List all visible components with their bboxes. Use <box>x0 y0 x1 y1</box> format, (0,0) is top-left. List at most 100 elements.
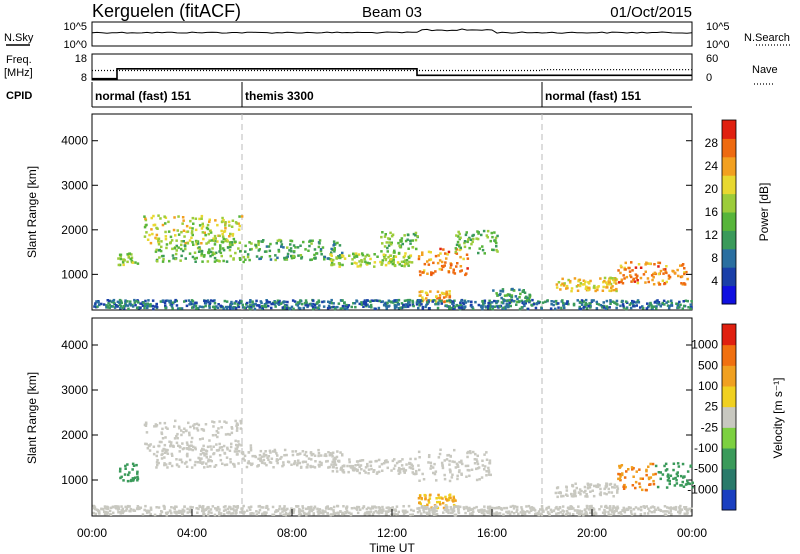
power-cell <box>207 241 210 244</box>
velocity-cell <box>511 504 515 508</box>
velocity-cell <box>557 508 560 511</box>
velocity-cell <box>259 449 263 453</box>
power-cell <box>249 299 252 302</box>
power-cell <box>257 304 260 307</box>
velocity-cell <box>454 505 458 508</box>
power-cell <box>470 305 474 309</box>
velocity-cell <box>223 463 227 467</box>
power-cell <box>620 278 624 281</box>
velocity-cell <box>332 465 335 469</box>
power-cell <box>557 281 561 284</box>
power-cell <box>352 302 355 305</box>
power-cell <box>602 285 605 289</box>
velocity-cell <box>443 473 446 477</box>
velocity-cell <box>649 483 652 486</box>
power-cell <box>155 248 158 252</box>
velocity-cell <box>667 476 671 480</box>
velocity-cell <box>442 506 446 510</box>
velocity-cell <box>470 468 474 471</box>
power-cell <box>393 264 397 268</box>
velocity-cell <box>203 509 206 512</box>
velocity-cell <box>92 506 95 510</box>
power-cell <box>388 304 391 308</box>
power-cell <box>409 242 412 245</box>
velocity-cell <box>638 482 641 485</box>
power-cell <box>420 303 423 306</box>
velocity-cell <box>438 500 441 504</box>
power-cell <box>381 242 384 245</box>
velocity-cell <box>424 506 428 510</box>
velocity-cell <box>259 457 262 460</box>
power-cell <box>341 304 345 308</box>
power-cell <box>193 303 196 306</box>
velocity-cell <box>605 506 609 509</box>
velocity-cell <box>251 454 254 458</box>
power-cell <box>407 264 410 267</box>
velocity-cell <box>275 452 278 455</box>
power-cell <box>502 301 505 305</box>
power-cell <box>191 302 194 306</box>
velocity-cell <box>429 464 433 468</box>
power-cell <box>515 303 518 306</box>
power-cell <box>402 260 406 263</box>
velocity-cell <box>438 452 442 456</box>
velocity-cell <box>126 463 129 466</box>
power-cell <box>579 282 583 285</box>
velocity-cell <box>319 511 322 515</box>
velocity-cell <box>372 511 376 514</box>
velocity-cell <box>363 512 367 516</box>
velocity-cell <box>356 505 359 509</box>
power-colorbar-tick: 12 <box>705 228 719 242</box>
velocity-cell <box>162 447 165 451</box>
power-cell <box>457 230 460 234</box>
power-cell <box>384 233 387 236</box>
freq-right-tick-top: 60 <box>706 53 718 65</box>
velocity-cell <box>583 491 586 494</box>
velocity-cell <box>686 511 689 515</box>
velocity-cell <box>222 513 226 516</box>
power-cell <box>267 304 270 308</box>
power-cell <box>559 288 562 291</box>
power-cell <box>383 256 386 259</box>
power-cell <box>283 307 287 310</box>
velocity-cell <box>308 510 311 513</box>
velocity-cell <box>341 454 344 457</box>
velocity-cell <box>164 426 168 429</box>
velocity-cell <box>198 438 202 441</box>
velocity-cell <box>191 506 194 509</box>
power-cell <box>481 248 485 252</box>
velocity-cell <box>186 443 189 446</box>
power-cell <box>601 306 604 309</box>
velocity-cell <box>226 507 230 511</box>
power-cell <box>200 254 203 257</box>
power-cell <box>464 233 468 237</box>
power-cell <box>595 302 599 305</box>
power-cell <box>327 300 330 303</box>
velocity-cell <box>412 472 416 476</box>
power-cell <box>189 302 193 305</box>
power-cell <box>126 253 129 256</box>
velocity-cell <box>103 505 107 508</box>
velocity-cell <box>186 511 189 514</box>
power-cell <box>193 251 197 254</box>
velocity-cell <box>106 506 109 509</box>
velocity-cell <box>410 466 413 470</box>
velocity-cell <box>591 489 594 492</box>
velocity-cell <box>170 506 173 509</box>
velocity-cell <box>360 468 363 471</box>
power-colorbar-tick: 8 <box>711 251 718 265</box>
velocity-cell <box>303 511 306 515</box>
velocity-cell <box>384 460 387 464</box>
power-cell <box>621 282 625 285</box>
power-cell <box>363 301 367 304</box>
velocity-colorbar-segment <box>722 489 736 511</box>
velocity-cell <box>297 459 300 462</box>
velocity-cell <box>397 510 400 514</box>
velocity-cell <box>468 512 472 515</box>
velocity-cell <box>195 427 199 430</box>
power-cell <box>316 306 320 309</box>
velocity-cell <box>341 513 344 516</box>
velocity-cell <box>389 508 393 511</box>
velocity-cell <box>509 505 512 508</box>
power-cell <box>225 238 229 242</box>
